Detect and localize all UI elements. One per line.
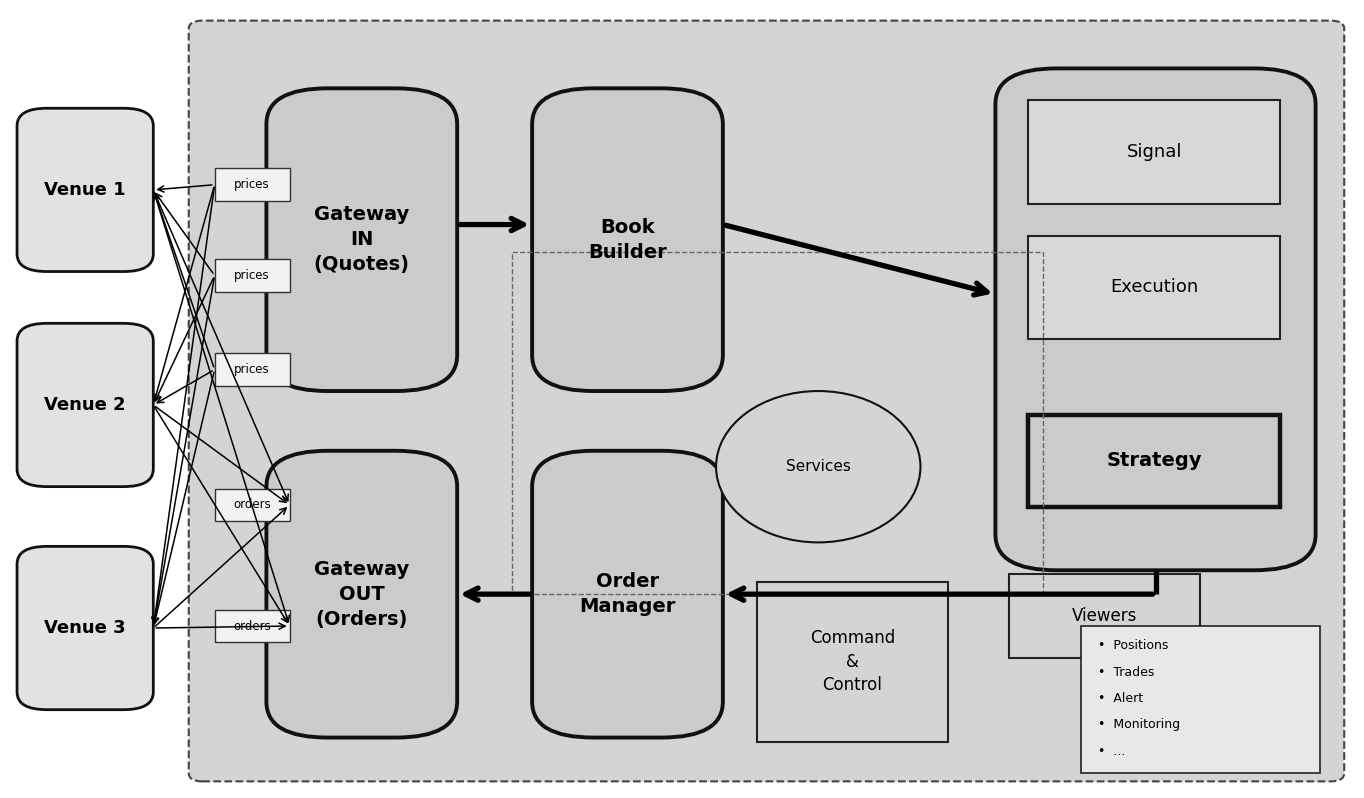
Text: prices: prices (235, 178, 270, 192)
Bar (1009, 575, 1200, 658)
Text: orders: orders (233, 499, 271, 512)
Text: Viewers: Viewers (1072, 607, 1138, 625)
Text: •  Positions: • Positions (1098, 639, 1168, 653)
Text: Gateway
OUT
(Orders): Gateway OUT (Orders) (314, 559, 409, 629)
Bar (1082, 626, 1320, 773)
Text: Book
Builder: Book Builder (588, 218, 667, 262)
Text: Command
&
Control: Command & Control (810, 630, 895, 694)
FancyBboxPatch shape (16, 323, 153, 487)
Bar (757, 583, 948, 741)
FancyBboxPatch shape (996, 69, 1316, 571)
Text: •  Alert: • Alert (1098, 692, 1143, 705)
Bar (1028, 235, 1281, 339)
FancyBboxPatch shape (266, 89, 457, 391)
FancyBboxPatch shape (16, 109, 153, 271)
Bar (214, 489, 289, 521)
FancyBboxPatch shape (188, 21, 1345, 781)
Text: •  ...: • ... (1098, 745, 1125, 757)
Bar (214, 168, 289, 201)
FancyBboxPatch shape (16, 547, 153, 709)
Ellipse shape (716, 391, 921, 543)
Text: Venue 1: Venue 1 (45, 181, 125, 199)
Text: Strategy: Strategy (1106, 451, 1202, 470)
Bar (1028, 415, 1281, 507)
Text: Venue 2: Venue 2 (45, 396, 125, 414)
Text: prices: prices (235, 269, 270, 282)
FancyBboxPatch shape (266, 451, 457, 737)
FancyBboxPatch shape (532, 451, 723, 737)
Text: prices: prices (235, 363, 270, 376)
FancyBboxPatch shape (532, 89, 723, 391)
Text: •  Monitoring: • Monitoring (1098, 718, 1180, 731)
Bar (512, 251, 1043, 595)
Text: Gateway
IN
(Quotes): Gateway IN (Quotes) (314, 205, 409, 275)
Text: orders: orders (233, 619, 271, 633)
Text: Signal: Signal (1127, 143, 1181, 161)
Text: Execution: Execution (1110, 279, 1198, 297)
Bar (214, 353, 289, 386)
Text: •  Trades: • Trades (1098, 666, 1154, 679)
Bar (214, 259, 289, 292)
Text: Services: Services (786, 459, 851, 474)
Text: Order
Manager: Order Manager (580, 572, 675, 616)
Text: Venue 3: Venue 3 (45, 619, 125, 637)
Bar (214, 610, 289, 642)
Bar (1028, 101, 1281, 203)
